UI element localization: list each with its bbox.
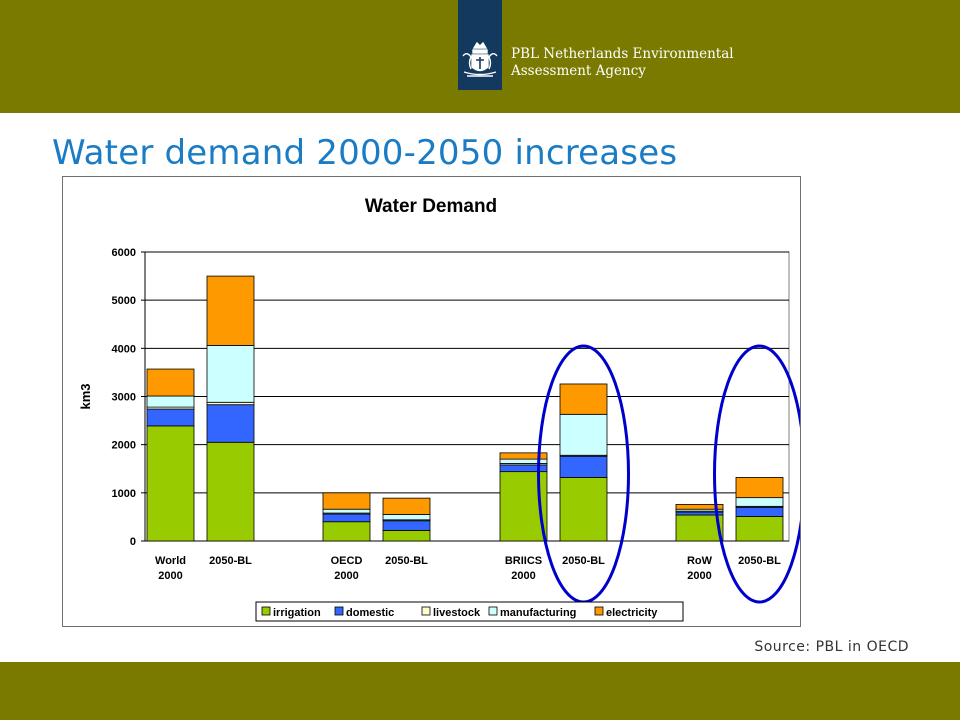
legend-box bbox=[255, 601, 684, 622]
y-tick-label: 4000 bbox=[112, 343, 136, 355]
bar-segment-electricity bbox=[146, 368, 195, 397]
water-demand-chart: Water Demand 0 1000 2000 3000 4000 5000 6000 km3… bbox=[78, 196, 800, 622]
bar-segment-domestic bbox=[382, 520, 431, 531]
legend-swatch-livestock bbox=[421, 606, 431, 616]
x-tick-label: World bbox=[155, 555, 186, 567]
bar-segment-irrigation bbox=[322, 521, 371, 542]
x-tick-label: BRIICS bbox=[505, 555, 542, 567]
x-tick-label: 2000 bbox=[687, 570, 711, 582]
x-tick-label: 2000 bbox=[334, 570, 358, 582]
bar-segment-manufacturing bbox=[559, 413, 608, 456]
bar-segment-irrigation bbox=[382, 530, 431, 542]
source-note: Source: PBL in OECD bbox=[754, 639, 909, 655]
legend-label-manufacturing: manufacturing bbox=[500, 607, 576, 619]
bar-segment-manufacturing bbox=[382, 514, 431, 521]
bar-segment-domestic bbox=[559, 455, 608, 478]
y-tick-label: 2000 bbox=[112, 440, 136, 452]
x-tick-label: 2000 bbox=[158, 570, 182, 582]
y-tick-label: 6000 bbox=[112, 247, 136, 259]
legend-swatch-electricity bbox=[594, 606, 604, 616]
bar-segment-electricity bbox=[382, 497, 431, 515]
org-name: PBL Netherlands Environmental Assessment… bbox=[511, 46, 734, 79]
x-tick-label: 2050-BL bbox=[738, 555, 781, 567]
bar-segment-domestic bbox=[735, 506, 784, 517]
bar-segment-irrigation bbox=[735, 516, 784, 542]
y-axis-label: km3 bbox=[78, 383, 93, 409]
chart-frame: Water Demand 0 1000 2000 3000 4000 5000 6000 km3… bbox=[62, 176, 801, 627]
y-tick-label: 0 bbox=[130, 536, 136, 548]
bar-segment-irrigation bbox=[675, 514, 724, 542]
bar-segment-irrigation bbox=[206, 441, 255, 542]
logo-block bbox=[458, 0, 502, 90]
bar-segment-irrigation bbox=[146, 425, 195, 542]
x-tick-label: 2050-BL bbox=[385, 555, 428, 567]
y-tick-label: 5000 bbox=[112, 295, 136, 307]
header-bar: PBL Netherlands Environmental Assessment… bbox=[0, 0, 960, 113]
bar-segment-electricity bbox=[322, 492, 371, 510]
x-tick-label: 2050-BL bbox=[209, 555, 252, 567]
slide-title: Water demand 2000-2050 increases bbox=[52, 133, 678, 173]
royal-coat-of-arms-icon bbox=[462, 41, 498, 77]
bar-segment-domestic bbox=[322, 513, 371, 523]
highlight-ellipse bbox=[713, 344, 800, 604]
bar-segment-electricity bbox=[206, 275, 255, 346]
x-tick-label: RoW bbox=[687, 555, 713, 567]
chart-title: Water Demand bbox=[365, 196, 497, 217]
bar-segment-manufacturing bbox=[322, 508, 371, 514]
y-tick-label: 3000 bbox=[112, 392, 136, 404]
bar-segment-manufacturing bbox=[206, 345, 255, 403]
bar-segment-manufacturing bbox=[735, 497, 784, 507]
footer-bar bbox=[0, 662, 960, 720]
bar-segment-domestic bbox=[146, 408, 195, 427]
x-tick-label: 2000 bbox=[511, 570, 535, 582]
legend-label-electricity: electricity bbox=[606, 607, 658, 619]
bar-segment-electricity bbox=[559, 383, 608, 415]
legend-swatch-domestic bbox=[334, 606, 344, 616]
legend-label-irrigation: irrigation bbox=[273, 607, 321, 619]
legend-label-livestock: livestock bbox=[433, 607, 481, 619]
legend-swatch-manufacturing bbox=[488, 606, 498, 616]
bar-segment-electricity bbox=[735, 477, 784, 499]
bar-segment-electricity bbox=[499, 452, 548, 460]
bar-segment-irrigation bbox=[559, 477, 608, 542]
legend-label-domestic: domestic bbox=[346, 607, 394, 619]
legend-swatch-irrigation bbox=[261, 606, 271, 616]
x-tick-label: 2050-BL bbox=[562, 555, 605, 567]
bar-segment-domestic bbox=[206, 404, 255, 443]
y-tick-label: 1000 bbox=[112, 488, 136, 500]
bar-segment-electricity bbox=[675, 503, 724, 510]
bar-segment-manufacturing bbox=[146, 395, 195, 408]
x-tick-label: OECD bbox=[331, 555, 363, 567]
